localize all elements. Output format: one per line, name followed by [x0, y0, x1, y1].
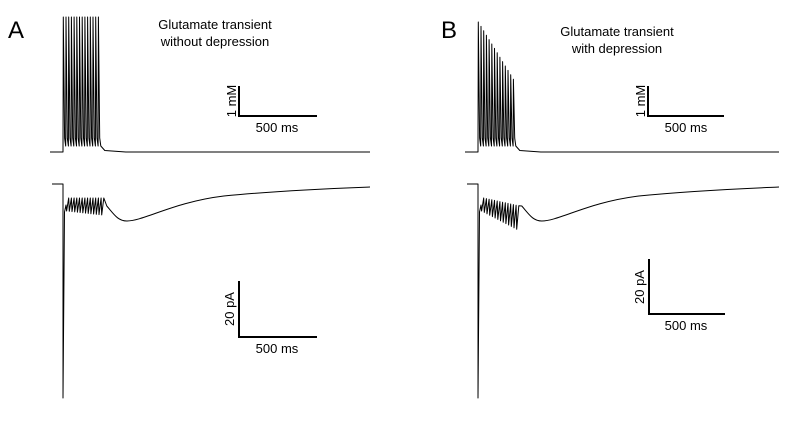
panel-a-glutamate-scalebar: 1 mM 500 ms — [224, 85, 317, 135]
panel-b-current-scalebar: 20 pA 500 ms — [632, 259, 725, 333]
panel-b-glutamate-scalebar-lines — [647, 86, 724, 117]
panel-b-glutamate-scalebar-y-label: 1 mM — [633, 85, 648, 118]
panel-a-current-scalebar-lines — [238, 281, 317, 338]
panel-a-current-trace — [52, 183, 371, 399]
panel-a-current-scalebar: 20 pA 500 ms — [222, 281, 317, 356]
panel-b-current-scalebar-y-label: 20 pA — [632, 270, 647, 304]
panel-a-current-scalebar-y-label: 20 pA — [222, 292, 237, 326]
panel-a-title-line1: Glutamate transient — [158, 17, 272, 32]
panel-b-current-trace — [467, 183, 780, 399]
panel-a-glutamate-trace — [50, 16, 370, 153]
panel-b-title-line2: with depression — [571, 41, 662, 56]
panel-b-current-scalebar-lines — [648, 259, 725, 315]
panel-b-glutamate-scalebar-x-label: 500 ms — [665, 120, 708, 135]
panel-b-current-scalebar-x-label: 500 ms — [665, 318, 708, 333]
panel-b-letter: B — [441, 17, 457, 44]
panel-a-glutamate-scalebar-x-label: 500 ms — [256, 120, 299, 135]
panel-b: B Glutamate transient with depression 1 … — [441, 17, 780, 399]
panel-a-glutamate-scalebar-y-label: 1 mM — [224, 85, 239, 118]
panel-a-title-line2: without depression — [160, 34, 269, 49]
panel-a-current-scalebar-x-label: 500 ms — [256, 341, 299, 356]
panel-a-letter: A — [8, 17, 24, 44]
panel-a: A Glutamate transient without depression… — [8, 16, 371, 399]
panel-b-glutamate-scalebar: 1 mM 500 ms — [633, 85, 724, 135]
panel-a-glutamate-scalebar-lines — [238, 86, 317, 117]
panel-b-glutamate-trace — [465, 21, 779, 153]
panel-b-title-line1: Glutamate transient — [560, 24, 674, 39]
